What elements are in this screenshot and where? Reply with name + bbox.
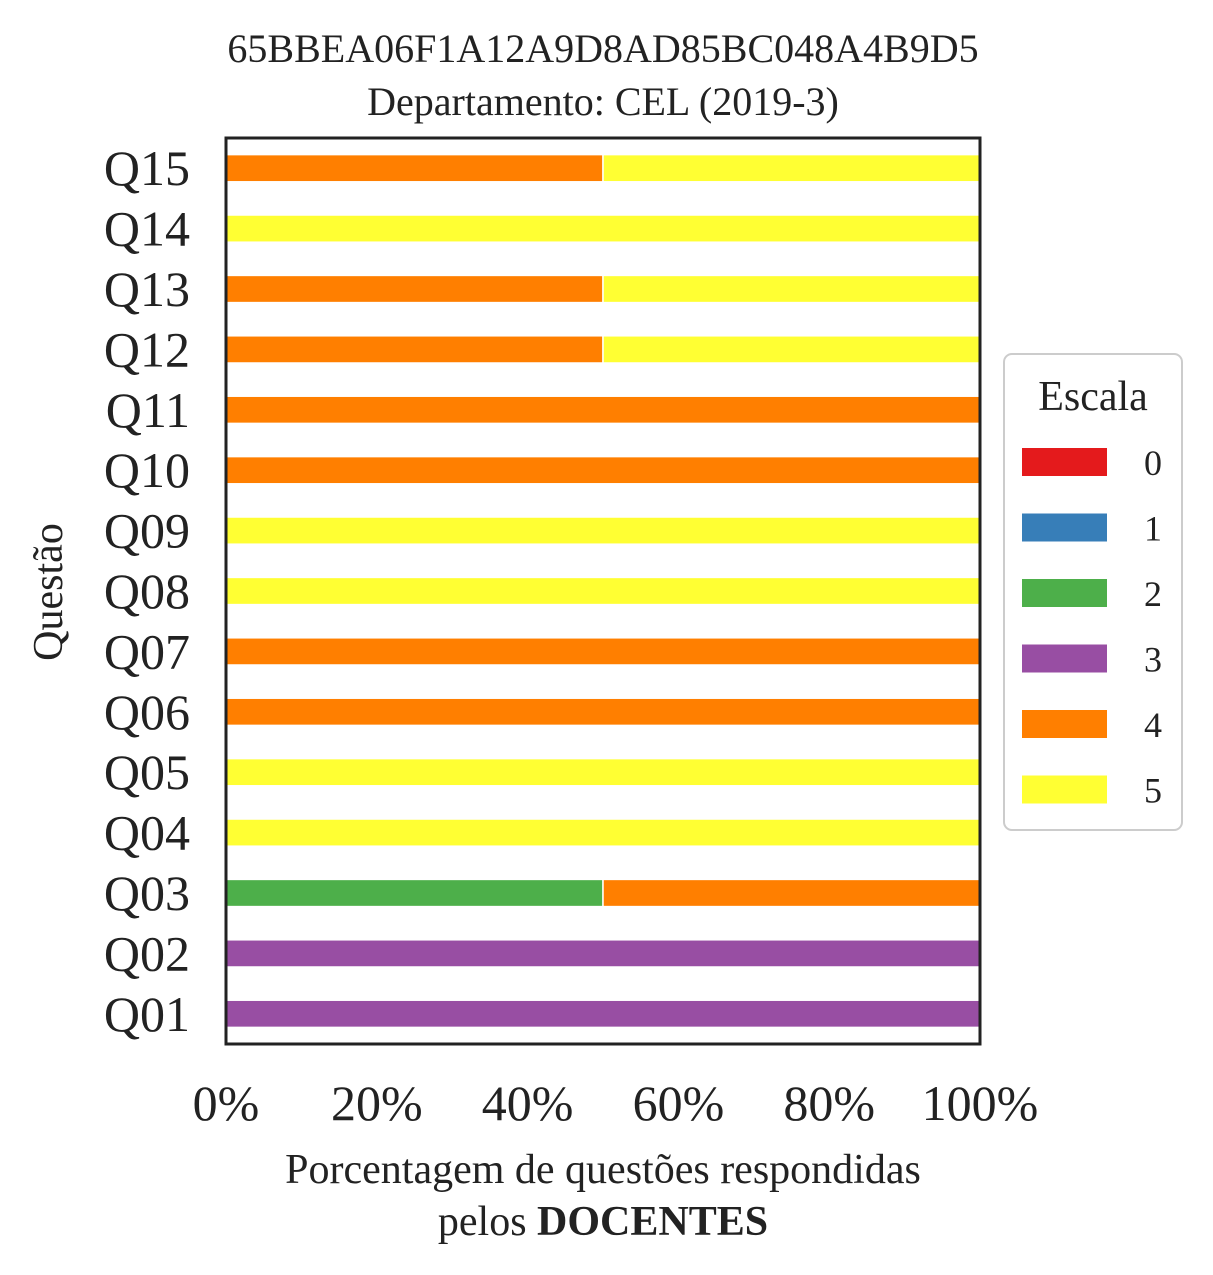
bar-q04-escala-5: [225, 818, 981, 847]
x-axis-label-bold: DOCENTES: [537, 1199, 768, 1245]
bar-q09-escala-5: [225, 516, 981, 545]
bar-q02-escala-3: [225, 939, 981, 968]
legend-swatch-5: [1022, 775, 1107, 804]
legend-label-2: 2: [1144, 574, 1162, 614]
y-tick-labels: Q01Q02Q03Q04Q05Q06Q07Q08Q09Q10Q11Q12Q13Q…: [104, 140, 190, 1042]
y-tick-q14: Q14: [104, 201, 190, 257]
x-tick-100: 100%: [922, 1075, 1039, 1131]
bar-q12-escala-5: [602, 335, 981, 364]
y-tick-q08: Q08: [104, 563, 190, 619]
bar-q13-escala-4: [225, 274, 604, 304]
y-tick-q04: Q04: [104, 805, 190, 861]
bar-q07-escala-4: [225, 637, 981, 666]
legend-swatch-4: [1022, 710, 1107, 738]
legend-swatch-0: [1022, 448, 1107, 476]
y-tick-q11: Q11: [106, 382, 190, 438]
legend-swatch-1: [1022, 513, 1107, 542]
bar-q15-escala-4: [225, 153, 604, 183]
bar-q13-escala-5: [602, 274, 981, 304]
y-tick-q01: Q01: [104, 986, 190, 1042]
y-axis-label: Questão: [26, 523, 72, 661]
legend: Escala 0 1 2 3 4 5: [1003, 353, 1183, 831]
x-tick-20: 20%: [331, 1075, 423, 1131]
x-tick-40: 40%: [482, 1075, 574, 1131]
x-tick-0: 0%: [193, 1075, 260, 1131]
chart-title: 65BBEA06F1A12A9D8AD85BC048A4B9D5: [227, 26, 978, 71]
legend-label-4: 4: [1144, 705, 1162, 745]
x-axis-label-line1: Porcentagem de questões respondidas: [285, 1147, 921, 1193]
bars-group: [225, 153, 981, 1029]
y-tick-q12: Q12: [104, 321, 190, 377]
x-axis-label-line2: pelos DOCENTES: [438, 1199, 768, 1245]
legend-label-5: 5: [1144, 771, 1162, 811]
y-tick-q15: Q15: [104, 140, 190, 196]
bar-q03-escala-2: [225, 878, 604, 908]
bar-q03-escala-4: [602, 878, 981, 908]
bar-q01-escala-3: [225, 999, 981, 1029]
y-tick-q05: Q05: [104, 744, 190, 800]
bar-q14-escala-5: [225, 214, 981, 243]
y-tick-q02: Q02: [104, 925, 190, 981]
legend-title: Escala: [1038, 374, 1148, 420]
bar-q15-escala-5: [602, 153, 981, 183]
legend-label-3: 3: [1144, 640, 1162, 680]
legend-items: 0 1 2 3 4 5: [1022, 443, 1162, 811]
legend-label-1: 1: [1144, 509, 1162, 549]
bar-q10-escala-4: [225, 455, 981, 485]
legend-swatch-3: [1022, 644, 1107, 673]
bar-q11-escala-4: [225, 395, 981, 425]
bar-q05-escala-5: [225, 757, 981, 787]
y-tick-q03: Q03: [104, 865, 190, 921]
y-tick-q10: Q10: [104, 442, 190, 498]
legend-swatch-2: [1022, 579, 1107, 607]
x-tick-labels: 0% 20% 40% 60% 80% 100%: [193, 1075, 1039, 1131]
legend-label-0: 0: [1144, 443, 1162, 483]
plot-frame: [224, 136, 982, 1046]
x-tick-80: 80%: [783, 1075, 875, 1131]
bar-q08-escala-5: [225, 576, 981, 606]
bar-q12-escala-4: [225, 335, 604, 364]
y-tick-q07: Q07: [104, 623, 190, 679]
x-axis-label-prefix: pelos: [438, 1199, 537, 1245]
chart-subtitle: Departamento: CEL (2019-3): [367, 79, 839, 124]
bar-q06-escala-4: [225, 697, 981, 727]
y-tick-q09: Q09: [104, 503, 190, 559]
x-tick-60: 60%: [633, 1075, 725, 1131]
y-tick-q13: Q13: [104, 261, 190, 317]
y-tick-q06: Q06: [104, 684, 190, 740]
